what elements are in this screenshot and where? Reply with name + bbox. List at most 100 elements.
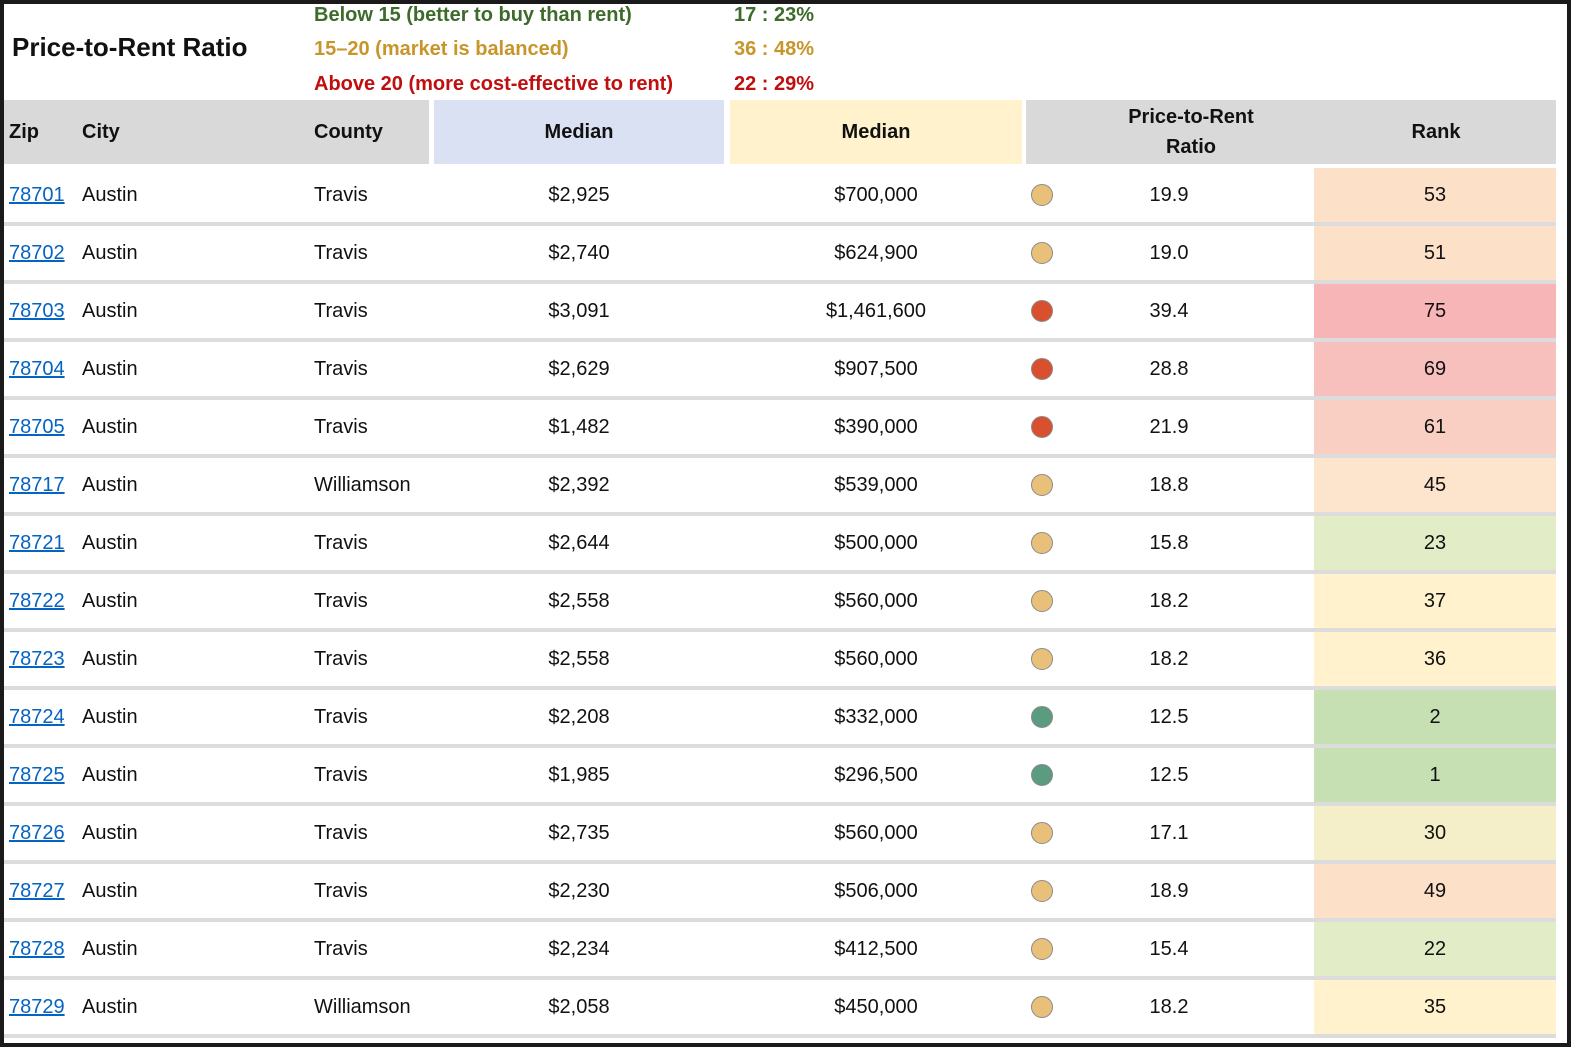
county-cell: Travis	[314, 821, 368, 844]
status-dot-icon	[1030, 574, 1054, 628]
median-price-cell: $450,000	[834, 995, 918, 1018]
city-cell: Austin	[82, 531, 138, 554]
median-rent-cell: $2,740	[548, 241, 610, 264]
median-rent-cell: $3,091	[548, 299, 610, 322]
rank-cell: 75	[1314, 284, 1556, 338]
zip-link[interactable]: 78717	[9, 473, 65, 496]
median-price-cell: $390,000	[834, 415, 918, 438]
county-cell: Travis	[314, 357, 368, 380]
city-cell: Austin	[82, 415, 138, 438]
city-cell: Austin	[82, 763, 138, 786]
ratio-cell: 18.9	[1149, 879, 1189, 902]
header-city[interactable]: City	[82, 120, 120, 143]
rank-cell: 22	[1314, 922, 1556, 976]
ratio-cell: 18.2	[1149, 589, 1189, 612]
zip-link[interactable]: 78703	[9, 299, 65, 322]
header-median-price[interactable]: Median	[730, 100, 1022, 164]
status-dot-icon	[1030, 516, 1054, 570]
status-dot-icon	[1030, 922, 1054, 976]
median-price-cell: $539,000	[834, 473, 918, 496]
zip-link[interactable]: 78722	[9, 589, 65, 612]
page-title: Price-to-Rent Ratio	[12, 32, 248, 62]
rank-cell: 49	[1314, 864, 1556, 918]
median-price-cell: $907,500	[834, 357, 918, 380]
median-price-cell: $624,900	[834, 241, 918, 264]
zip-link[interactable]: 78725	[9, 763, 65, 786]
zip-link[interactable]: 78726	[9, 821, 65, 844]
status-dot-icon	[1030, 284, 1054, 338]
ratio-cell: 19.0	[1149, 241, 1189, 264]
zip-link[interactable]: 78704	[9, 357, 65, 380]
legend-rent-count: 22 : 29%	[734, 73, 815, 95]
ratio-cell: 15.4	[1149, 937, 1189, 960]
ratio-cell: 39.4	[1149, 299, 1189, 322]
zip-link[interactable]: 78728	[9, 937, 65, 960]
ratio-cell: 19.9	[1149, 183, 1189, 206]
header-zip[interactable]: Zip	[9, 120, 39, 143]
city-cell: Austin	[82, 589, 138, 612]
median-rent-cell: $2,392	[548, 473, 610, 496]
rank-cell: 61	[1314, 400, 1556, 454]
table-row: 78702 Austin Travis $2,740 $624,900 19.0 51	[4, 226, 1556, 284]
zip-link[interactable]: 78721	[9, 531, 65, 554]
ratio-cell: 18.8	[1149, 473, 1189, 496]
legend-buy-label: Below 15 (better to buy than rent)	[314, 4, 632, 26]
data-table-body: 78701 Austin Travis $2,925 $700,000 19.9 53 787…	[4, 168, 1556, 1038]
header-median-rent[interactable]: Median	[434, 100, 724, 164]
county-cell: Travis	[314, 763, 368, 786]
status-dot-icon	[1030, 342, 1054, 396]
county-cell: Travis	[314, 241, 368, 264]
legend-buy-count: 17 : 23%	[734, 4, 815, 26]
county-cell: Travis	[314, 531, 368, 554]
header-rank[interactable]: Rank	[1316, 100, 1556, 164]
table-row: 78723 Austin Travis $2,558 $560,000 18.2 36	[4, 632, 1556, 690]
ratio-cell: 12.5	[1149, 705, 1189, 728]
header-median-rent-label: Median	[544, 120, 614, 143]
rank-cell: 51	[1314, 226, 1556, 280]
median-price-cell: $506,000	[834, 879, 918, 902]
county-cell: Travis	[314, 589, 368, 612]
rank-cell: 69	[1314, 342, 1556, 396]
county-cell: Travis	[314, 183, 368, 206]
median-rent-cell: $2,629	[548, 357, 610, 380]
city-cell: Austin	[82, 821, 138, 844]
legend-balanced-count: 36 : 48%	[734, 38, 815, 60]
status-dot-icon	[1030, 864, 1054, 918]
county-cell: Travis	[314, 879, 368, 902]
rank-cell: 53	[1314, 168, 1556, 222]
median-rent-cell: $2,208	[548, 705, 610, 728]
median-price-cell: $560,000	[834, 589, 918, 612]
city-cell: Austin	[82, 473, 138, 496]
table-row: 78722 Austin Travis $2,558 $560,000 18.2 37	[4, 574, 1556, 632]
city-cell: Austin	[82, 299, 138, 322]
status-dot-icon	[1030, 748, 1054, 802]
header-ratio[interactable]: Price-to-Rent Ratio	[1026, 100, 1316, 164]
zip-link[interactable]: 78724	[9, 705, 65, 728]
zip-link[interactable]: 78702	[9, 241, 65, 264]
median-price-cell: $412,500	[834, 937, 918, 960]
median-rent-cell: $2,234	[548, 937, 610, 960]
table-row: 78703 Austin Travis $3,091 $1,461,600 39.4 75	[4, 284, 1556, 342]
median-rent-cell: $2,058	[548, 995, 610, 1018]
county-cell: Williamson	[314, 995, 411, 1018]
table-row: 78721 Austin Travis $2,644 $500,000 15.8 23	[4, 516, 1556, 574]
zip-link[interactable]: 78727	[9, 879, 65, 902]
county-cell: Travis	[314, 705, 368, 728]
rank-cell: 1	[1314, 748, 1556, 802]
median-rent-cell: $2,230	[548, 879, 610, 902]
header-median-price-label: Median	[841, 120, 911, 143]
spreadsheet-frame: Price-to-Rent Ratio Below 15 (better to …	[0, 0, 1571, 1047]
zip-link[interactable]: 78723	[9, 647, 65, 670]
header-rank-label: Rank	[1411, 120, 1461, 143]
median-rent-cell: $2,735	[548, 821, 610, 844]
city-cell: Austin	[82, 183, 138, 206]
header-ratio-line2: Ratio	[1165, 136, 1216, 158]
zip-link[interactable]: 78705	[9, 415, 65, 438]
county-cell: Williamson	[314, 473, 411, 496]
table-row: 78728 Austin Travis $2,234 $412,500 15.4 22	[4, 922, 1556, 980]
table-row: 78724 Austin Travis $2,208 $332,000 12.5 2	[4, 690, 1556, 748]
zip-link[interactable]: 78701	[9, 183, 65, 206]
zip-link[interactable]: 78729	[9, 995, 65, 1018]
header-county[interactable]: County	[314, 120, 383, 143]
table-row: 78705 Austin Travis $1,482 $390,000 21.9 61	[4, 400, 1556, 458]
